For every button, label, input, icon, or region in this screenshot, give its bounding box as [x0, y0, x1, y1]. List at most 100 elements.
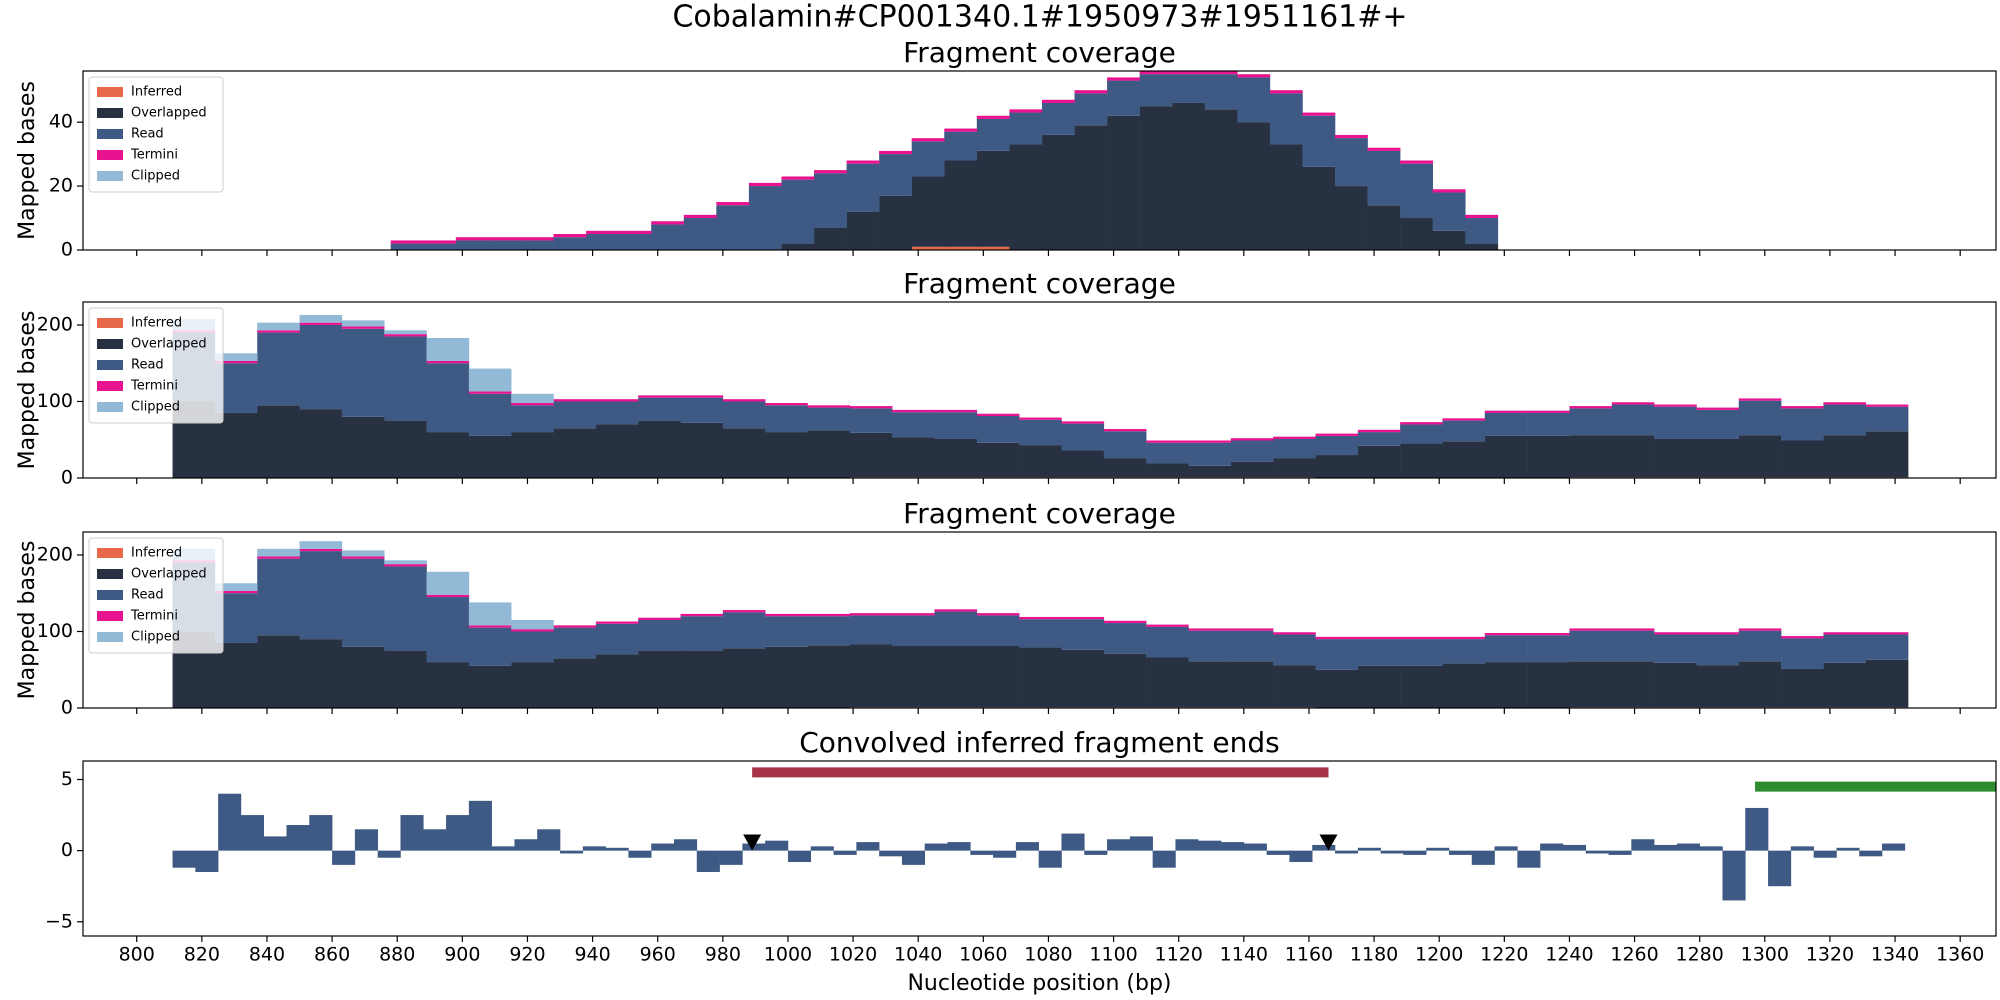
- legend-label: Inferred: [131, 546, 182, 561]
- histogram-segment: [934, 609, 978, 612]
- histogram-segment: [1139, 71, 1173, 75]
- x-tick-label: 920: [509, 944, 545, 966]
- legend-label: Overlapped: [131, 106, 207, 121]
- histogram-segment: [1172, 71, 1206, 75]
- histogram-segment: [1019, 647, 1062, 708]
- bar: [514, 839, 538, 851]
- histogram-segment: [1230, 461, 1274, 478]
- histogram-segment: [341, 558, 385, 647]
- histogram-segment: [1302, 115, 1336, 167]
- histogram-segment: [1357, 429, 1401, 433]
- histogram-segment: [680, 397, 724, 423]
- histogram-segment: [341, 328, 385, 417]
- bar: [1745, 807, 1769, 851]
- bar: [810, 846, 834, 851]
- histogram-segment: [892, 613, 935, 616]
- x-tick-label: 940: [574, 944, 610, 966]
- panel-title: Convolved inferred fragment ends: [799, 726, 1280, 759]
- y-tick-label: 0: [61, 467, 73, 489]
- x-tick-label: 1340: [1871, 944, 1919, 966]
- x-tick-label: 1180: [1350, 944, 1398, 966]
- bar: [332, 850, 356, 865]
- histogram-segment: [488, 240, 522, 250]
- histogram-segment: [468, 625, 512, 628]
- histogram-segment: [680, 395, 724, 398]
- x-tick-label: 880: [379, 944, 415, 966]
- histogram-segment: [299, 548, 343, 552]
- histogram-segment: [257, 548, 300, 557]
- histogram-segment: [1019, 417, 1062, 420]
- bar: [1380, 850, 1404, 854]
- histogram-segment: [1823, 402, 1867, 405]
- bar: [970, 850, 994, 855]
- bar: [901, 850, 926, 865]
- histogram-segment: [1865, 404, 1909, 407]
- histogram-segment: [511, 620, 554, 630]
- histogram-segment: [553, 237, 587, 250]
- histogram-segment: [426, 363, 470, 433]
- histogram-segment: [748, 182, 782, 187]
- histogram-segment: [1146, 463, 1189, 478]
- histogram-segment: [341, 320, 385, 327]
- legend-swatch: [97, 129, 123, 139]
- bar: [286, 825, 310, 851]
- histogram-segment: [553, 428, 597, 478]
- histogram-segment: [892, 409, 935, 413]
- histogram-segment: [1738, 435, 1782, 478]
- histogram-segment: [299, 322, 343, 325]
- histogram-segment: [944, 246, 978, 250]
- y-tick-label: 200: [37, 313, 73, 335]
- histogram-segment: [384, 330, 427, 335]
- histogram-segment: [468, 602, 512, 626]
- bar: [947, 842, 971, 851]
- marker: [743, 834, 762, 851]
- histogram-segment: [1865, 659, 1909, 708]
- histogram-segment: [257, 635, 300, 708]
- histogram-segment: [944, 131, 978, 161]
- histogram-segment: [1432, 230, 1466, 250]
- histogram-segment: [1527, 662, 1570, 708]
- histogram-segment: [1204, 71, 1238, 75]
- bar: [1015, 842, 1039, 851]
- histogram-segment: [976, 118, 1010, 151]
- bar: [1790, 846, 1814, 851]
- histogram-segment: [651, 224, 685, 250]
- histogram-segment: [683, 214, 717, 219]
- legend-swatch: [97, 402, 123, 412]
- histogram-segment: [1357, 665, 1401, 708]
- histogram-segment: [1442, 420, 1486, 442]
- histogram-segment: [468, 391, 512, 394]
- histogram-segment: [1230, 438, 1274, 441]
- histogram-segment: [595, 399, 639, 402]
- y-tick-label: 5: [61, 768, 73, 790]
- histogram-segment: [426, 432, 470, 478]
- bar: [1585, 850, 1609, 854]
- histogram-segment: [976, 442, 1020, 478]
- histogram-segment: [455, 237, 489, 241]
- histogram-segment: [1237, 122, 1271, 250]
- histogram-segment: [849, 644, 893, 708]
- histogram-segment: [423, 243, 457, 250]
- panel-title: Fragment coverage: [903, 36, 1176, 69]
- histogram-segment: [257, 322, 300, 331]
- histogram-segment: [455, 240, 489, 250]
- histogram-segment: [781, 176, 815, 180]
- histogram-segment: [1315, 435, 1359, 456]
- histogram-segment: [426, 571, 470, 595]
- histogram-segment: [1527, 633, 1570, 636]
- y-tick-label: 0: [61, 697, 73, 719]
- x-tick-label: 1260: [1610, 944, 1658, 966]
- histogram-segment: [892, 412, 935, 438]
- histogram-segment: [638, 420, 681, 478]
- legend-label: Clipped: [131, 169, 180, 184]
- histogram-segment: [553, 658, 597, 708]
- axes-frame: [82, 531, 1997, 709]
- histogram-segment: [1107, 77, 1140, 81]
- histogram-segment: [1823, 634, 1867, 663]
- histogram-segment: [944, 160, 978, 247]
- histogram-segment: [892, 646, 935, 708]
- histogram-segment: [341, 646, 385, 708]
- bar: [651, 843, 675, 851]
- bar: [1631, 839, 1655, 851]
- histogram-segment: [1611, 435, 1655, 478]
